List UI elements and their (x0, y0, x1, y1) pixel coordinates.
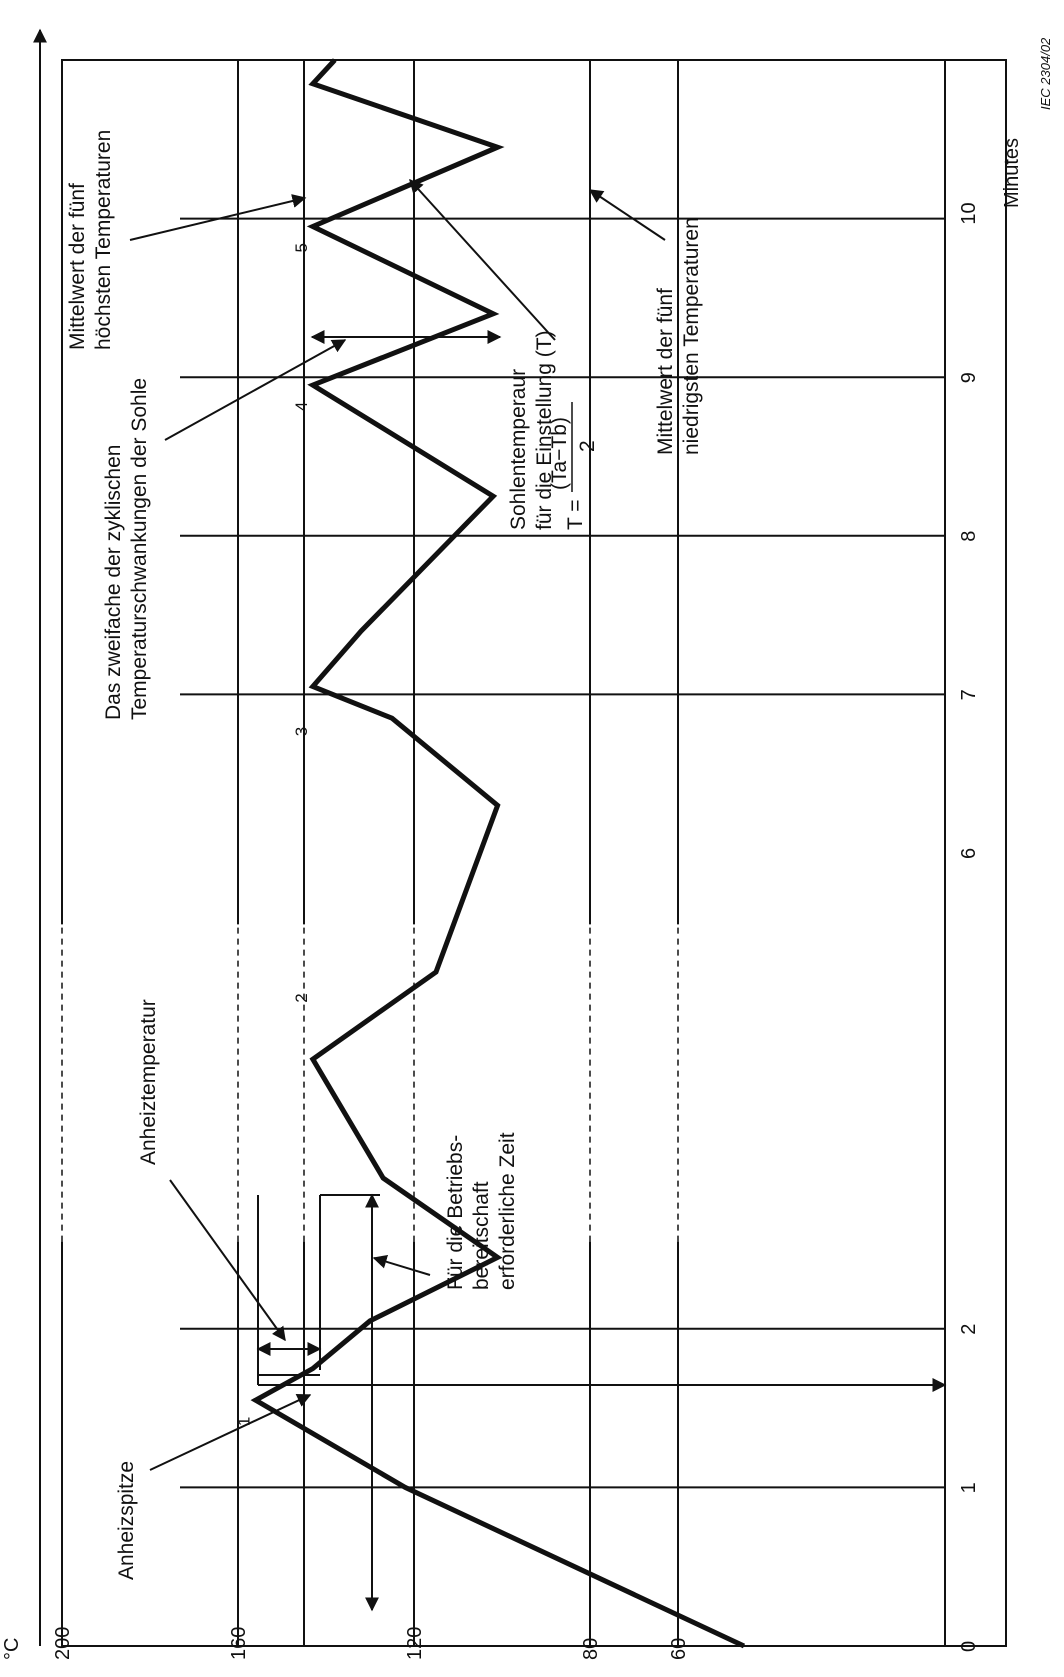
peak-label-1: 1 (235, 1417, 254, 1426)
series-layer (250, 58, 746, 1649)
y-axis-label: °C (1, 1638, 23, 1660)
svg-text:Für die Betriebs-: Für die Betriebs- (444, 1135, 467, 1290)
y-tick-160: 160 (228, 1627, 250, 1660)
svg-text:(Ta−Tb): (Ta−Tb) (548, 417, 571, 490)
annotation-lowest-mean: Mittelwert der fünf niedrigsten Temperat… (654, 217, 703, 455)
annotation-highest-mean: Mittelwert der fünf höchsten Temperature… (66, 130, 115, 350)
annotation-arrows (129, 178, 947, 1612)
svg-text:Mittelwert der fünf: Mittelwert der fünf (654, 288, 677, 455)
peak-label-5: 5 (292, 243, 311, 252)
annotation-peak: Anheizspitze (115, 1461, 138, 1580)
peak-labels: 1 2 3 4 5 (235, 243, 311, 1426)
annotation-preheat: Anheiztemperatur (137, 999, 160, 1165)
svg-text:bereitschaft: bereitschaft (470, 1181, 493, 1290)
svg-text:erforderliche Zeit: erforderliche Zeit (496, 1132, 519, 1290)
x-tick-2: 2 (958, 1324, 980, 1335)
tick-labels: 60 80 120 160 200 0 1 2 6 7 8 9 10 (52, 202, 980, 1660)
plot-frame (61, 59, 1007, 1647)
x-tick-6: 6 (958, 848, 980, 859)
x-tick-7: 7 (958, 689, 980, 700)
svg-text:Temperaturschwankungen der Soh: Temperaturschwankungen der Sohle (128, 378, 151, 720)
annotation-cyclic-swing: Das zweifache der zyklischen Temperaturs… (102, 378, 151, 720)
svg-text:höchsten Temperaturen: höchsten Temperaturen (92, 130, 115, 350)
gridlines (60, 60, 947, 1646)
svg-text:für die Einstellung (T): für die Einstellung (T) (533, 330, 556, 530)
svg-text:T =: T = (564, 499, 587, 530)
x-tick-0: 0 (958, 1641, 980, 1652)
svg-text:Mittelwert der fünf: Mittelwert der fünf (66, 183, 89, 350)
x-tick-9: 9 (958, 372, 980, 383)
svg-text:Sohlentemperaur: Sohlentemperaur (507, 369, 530, 530)
x-tick-1: 1 (958, 1482, 980, 1493)
y-tick-60: 60 (668, 1638, 690, 1660)
x-tick-10: 10 (958, 202, 980, 224)
peak-label-3: 3 (292, 727, 311, 736)
x-axis-label: Minutes (1001, 138, 1023, 208)
svg-text:Das zweifache der zyklischen: Das zweifache der zyklischen (102, 445, 125, 720)
annotation-sole-temperature: Sohlentemperaur für die Einstellung (T) … (507, 330, 599, 530)
x-tick-8: 8 (958, 531, 980, 542)
y-tick-80: 80 (580, 1638, 602, 1660)
peak-label-4: 4 (292, 402, 311, 411)
y-tick-120: 120 (404, 1627, 426, 1660)
svg-text:2: 2 (576, 440, 599, 452)
annotation-ready-time: Für die Betriebs- bereitschaft erforderl… (444, 1132, 519, 1290)
y-tick-200: 200 (52, 1627, 74, 1660)
reference-code: IEC 2304/02 (1038, 37, 1053, 110)
temperature-curve (250, 58, 746, 1649)
peak-label-2: 2 (292, 993, 311, 1002)
svg-text:niedrigsten Temperaturen: niedrigsten Temperaturen (680, 217, 703, 455)
